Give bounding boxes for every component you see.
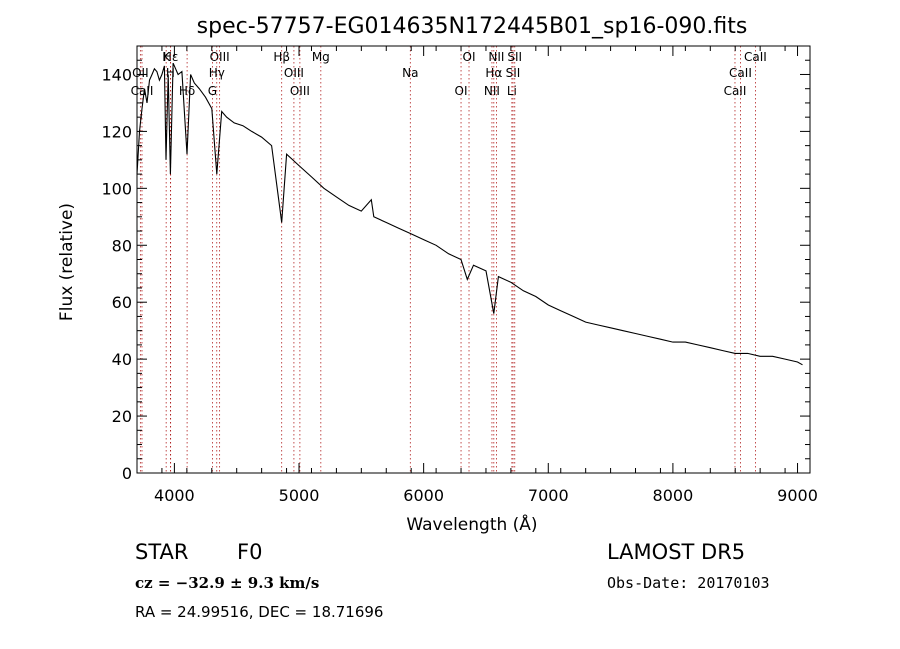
subclass: F0: [237, 540, 263, 564]
spectrum-line: [136, 62, 803, 366]
line-marker-label: CaII: [744, 50, 767, 64]
y-axis-label: Flux (relative): [57, 203, 77, 321]
line-marker-label: Hα: [485, 66, 502, 80]
line-marker-label: G: [208, 84, 217, 98]
observation-date: Obs-Date: 20170103: [607, 574, 770, 592]
y-tick-label: 20: [112, 407, 132, 426]
x-tick-label: 8000: [653, 486, 694, 505]
line-marker-label: SII: [506, 66, 521, 80]
line-marker-label: Li: [507, 84, 517, 98]
survey-name: LAMOST DR5: [607, 540, 746, 564]
line-marker-label: NII: [484, 84, 500, 98]
line-marker-label: Hβ: [273, 50, 290, 64]
line-marker-label: Mg: [312, 50, 330, 64]
y-tick-label: 120: [101, 122, 132, 141]
y-tick-label: 60: [112, 293, 132, 312]
line-marker-label: H: [166, 66, 175, 80]
coordinates: RA = 24.99516, DEC = 18.71696: [135, 603, 384, 621]
line-marker-label: OIII: [284, 66, 304, 80]
line-marker-label: OI: [455, 84, 468, 98]
y-tick-label: 140: [101, 65, 132, 84]
class-type: STAR: [135, 540, 189, 564]
y-tick-label: 100: [101, 179, 132, 198]
line-marker-label: Na: [402, 66, 418, 80]
x-tick-label: 9000: [777, 486, 818, 505]
line-marker-label: NII: [488, 50, 504, 64]
spectrum-series: [136, 62, 803, 366]
y-tick-label: 80: [112, 236, 132, 255]
line-marker-label: CaII: [724, 84, 747, 98]
chart-title: spec-57757-EG014635N172445B01_sp16-090.f…: [197, 14, 748, 39]
plot-frame: [136, 45, 811, 474]
redshift-velocity: cz = −32.9 ± 9.3 km/s: [135, 574, 320, 592]
line-marker-label: K: [162, 50, 171, 64]
x-tick-label: 4000: [154, 486, 195, 505]
line-marker-label: OI: [463, 50, 476, 64]
line-marker-label: SII: [507, 50, 522, 64]
y-tick-label: 0: [122, 464, 132, 483]
y-tick-label: 40: [112, 350, 132, 369]
x-tick-label: 7000: [528, 486, 569, 505]
line-marker-label: OIII: [210, 50, 230, 64]
line-marker-label: OIII: [290, 84, 310, 98]
line-marker-label: CaII: [131, 84, 154, 98]
x-axis-ticks: 4000 5000 6000 7000 8000 9000: [136, 46, 818, 505]
line-marker-label: Hδ: [179, 84, 195, 98]
line-marker-label: OII: [132, 66, 149, 80]
line-marker-label: Hγ: [209, 66, 225, 80]
x-tick-label: 6000: [403, 486, 444, 505]
line-marker-label: CaII: [729, 66, 752, 80]
y-axis-ticks: 0 20 40 60 80 100 120 140: [101, 45, 810, 483]
x-tick-label: 5000: [279, 486, 320, 505]
x-axis-label: Wavelength (Å): [406, 513, 537, 535]
line-markers: HεOIICaIIKHHδOIIIHγGHβOIIIOIIIMgNaOIOIHα…: [131, 46, 767, 473]
